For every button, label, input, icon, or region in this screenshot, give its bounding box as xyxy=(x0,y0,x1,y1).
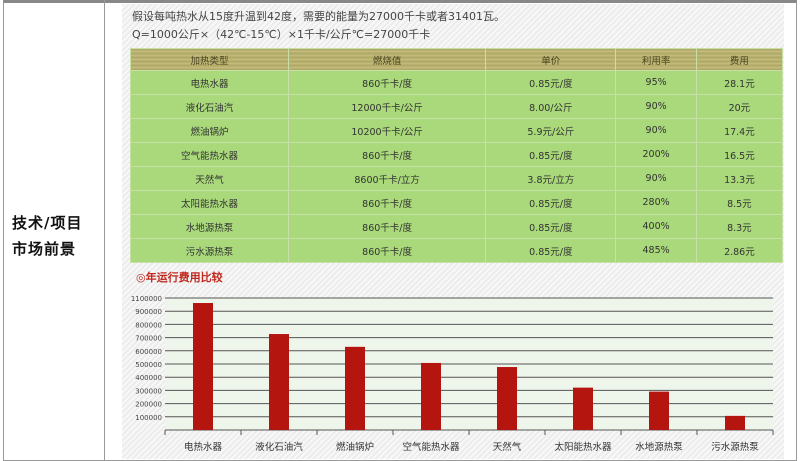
bar xyxy=(193,303,213,430)
y-tick-label: 1100000 xyxy=(131,295,162,303)
table-cell: 860千卡/度 xyxy=(287,142,487,167)
table-cell: 90% xyxy=(615,166,697,191)
table-cell: 5.9元/公斤 xyxy=(485,118,617,143)
chart-title: ◎年运行费用比较 xyxy=(136,271,223,284)
table-row: 空气能热水器 860千卡/度 0.85元/度 200% 16.5元 xyxy=(130,142,784,167)
cost-chart: 100000 200000 300000 400000 500000 600000 7000… xyxy=(128,266,778,458)
bar xyxy=(497,367,517,430)
table-cell: 8600千卡/立方 xyxy=(287,166,487,191)
x-tick-label: 空气能热水器 xyxy=(402,441,460,453)
section-label-line1: 技术/项目 xyxy=(12,214,83,232)
chart-svg: 100000 200000 300000 400000 500000 600000 7000… xyxy=(131,295,774,453)
x-tick-label: 电热水器 xyxy=(184,441,223,453)
y-tick-label: 700000 xyxy=(135,335,162,343)
heating-cost-table: 加热类型 燃烧值 单价 利用率 费用 电热水器 860千卡/度 0.85元/度 95% 28.1… xyxy=(130,48,784,263)
y-tick-label: 400000 xyxy=(135,374,162,382)
column-header: 单价 xyxy=(485,48,617,71)
table-row: 液化石油汽 12000千卡/公斤 8.00/公斤 90% 20元 xyxy=(130,94,784,119)
y-tick-label: 100000 xyxy=(135,414,162,422)
table-cell: 2.86元 xyxy=(695,238,784,263)
table-cell: 90% xyxy=(615,94,697,119)
table-cell: 28.1元 xyxy=(695,70,784,95)
column-header: 加热类型 xyxy=(130,48,289,71)
table-row: 污水源热泵 860千卡/度 0.85元/度 485% 2.86元 xyxy=(130,238,784,263)
table-row: 电热水器 860千卡/度 0.85元/度 95% 28.1元 xyxy=(130,70,784,95)
table-cell: 污水源热泵 xyxy=(130,238,289,263)
table-cell: 90% xyxy=(615,118,697,143)
table-row: 水地源热泵 860千卡/度 0.85元/度 400% 8.3元 xyxy=(130,214,784,239)
table-cell: 200% xyxy=(615,142,697,167)
section-label: 技术/项目 市场前景 xyxy=(12,210,82,262)
table-cell: 8.00/公斤 xyxy=(485,94,617,119)
table-cell: 16.5元 xyxy=(695,142,784,167)
table-cell: 860千卡/度 xyxy=(287,70,487,95)
bar xyxy=(573,387,593,430)
x-tick-label: 天然气 xyxy=(493,441,522,453)
table-header-row: 加热类型 燃烧值 单价 利用率 费用 xyxy=(130,48,784,71)
y-tick-label: 900000 xyxy=(135,308,162,316)
table-cell: 水地源热泵 xyxy=(130,214,289,239)
table-cell: 8.5元 xyxy=(695,190,784,215)
bar xyxy=(345,346,365,430)
left-column xyxy=(3,0,105,461)
table-cell: 280% xyxy=(615,190,697,215)
y-tick-label: 600000 xyxy=(135,348,162,356)
table-row: 燃油锅炉 10200千卡/公斤 5.9元/公斤 90% 17.4元 xyxy=(130,118,784,143)
table-cell: 17.4元 xyxy=(695,118,784,143)
table-cell: 电热水器 xyxy=(130,70,289,95)
table-cell: 空气能热水器 xyxy=(130,142,289,167)
table-cell: 860千卡/度 xyxy=(287,190,487,215)
table-cell: 0.85元/度 xyxy=(485,142,617,167)
x-tick-label: 水地源热泵 xyxy=(635,441,683,453)
table-cell: 0.85元/度 xyxy=(485,190,617,215)
table-cell: 20元 xyxy=(695,94,784,119)
table-cell: 3.8元/立方 xyxy=(485,166,617,191)
table-cell: 0.85元/度 xyxy=(485,70,617,95)
x-tick-label: 太阳能热水器 xyxy=(554,441,612,453)
table-cell: 400% xyxy=(615,214,697,239)
x-tick-label: 燃油锅炉 xyxy=(336,441,374,453)
table-cell: 燃油锅炉 xyxy=(130,118,289,143)
table-cell: 860千卡/度 xyxy=(287,214,487,239)
table-cell: 8.3元 xyxy=(695,214,784,239)
section-label-line2: 市场前景 xyxy=(12,240,77,258)
table-cell: 12000千卡/公斤 xyxy=(287,94,487,119)
bar xyxy=(421,362,441,430)
table-row: 天然气 8600千卡/立方 3.8元/立方 90% 13.3元 xyxy=(130,166,784,191)
content-image: 假设每吨热水从15度升温到42度，需要的能量为27000千卡或者31401瓦。 … xyxy=(122,4,784,459)
intro-line2: Q=1000公斤×（42℃-15℃）×1千卡/公斤℃=27000千卡 xyxy=(132,28,431,41)
bar xyxy=(649,391,669,430)
y-tick-label: 800000 xyxy=(135,321,162,329)
bar xyxy=(269,334,289,430)
y-tick-label: 300000 xyxy=(135,387,162,395)
table-cell: 13.3元 xyxy=(695,166,784,191)
bar xyxy=(725,415,745,430)
y-tick-label: 500000 xyxy=(135,361,162,369)
table-cell: 0.85元/度 xyxy=(485,238,617,263)
table-cell: 860千卡/度 xyxy=(287,238,487,263)
table-cell: 太阳能热水器 xyxy=(130,190,289,215)
table-cell: 液化石油汽 xyxy=(130,94,289,119)
table-cell: 485% xyxy=(615,238,697,263)
y-tick-label: 200000 xyxy=(135,401,162,409)
table-cell: 95% xyxy=(615,70,697,95)
column-header: 费用 xyxy=(695,48,784,71)
intro-line1: 假设每吨热水从15度升温到42度，需要的能量为27000千卡或者31401瓦。 xyxy=(132,10,505,23)
x-tick-label: 液化石油汽 xyxy=(255,441,303,453)
intro-text: 假设每吨热水从15度升温到42度，需要的能量为27000千卡或者31401瓦。 … xyxy=(132,8,505,44)
table-cell: 0.85元/度 xyxy=(485,214,617,239)
table-cell: 天然气 xyxy=(130,166,289,191)
column-header: 利用率 xyxy=(615,48,697,71)
table-row: 太阳能热水器 860千卡/度 0.85元/度 280% 8.5元 xyxy=(130,190,784,215)
x-tick-label: 污水源热泵 xyxy=(711,441,759,453)
column-header: 燃烧值 xyxy=(287,48,487,71)
table-cell: 10200千卡/公斤 xyxy=(287,118,487,143)
